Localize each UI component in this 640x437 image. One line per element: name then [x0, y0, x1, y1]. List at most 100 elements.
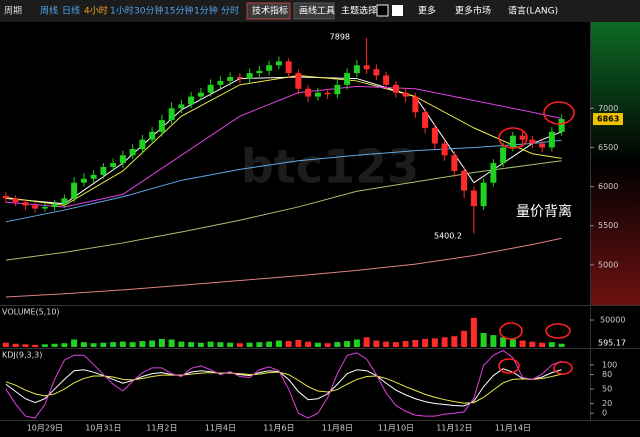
volume-bar	[480, 332, 487, 347]
volume-bar	[217, 342, 224, 347]
candle-body	[217, 80, 224, 85]
volume-bar	[2, 342, 9, 347]
y-tick-label: 50000	[600, 316, 625, 325]
volume-bar	[41, 344, 48, 347]
x-tick-label: 10月31日	[85, 424, 121, 433]
high-label: 7898	[330, 33, 350, 42]
candle-body	[558, 119, 565, 132]
watermark: btc123	[241, 140, 419, 194]
toolbar-item[interactable]: 4小时	[84, 5, 108, 17]
candle-body	[158, 120, 165, 132]
toolbar-item[interactable]: 周线	[40, 5, 58, 17]
x-tick-label: 11月12日	[436, 424, 472, 433]
candle-body	[61, 198, 68, 204]
candle-body	[51, 203, 58, 207]
volume-bar	[129, 342, 136, 347]
note: 量价背离	[516, 203, 572, 220]
candle-body	[441, 143, 448, 156]
toolbar-item[interactable]: 周期	[4, 6, 22, 17]
toolbar-item[interactable]: 更多市场	[455, 5, 491, 17]
volume-bar	[470, 317, 477, 347]
toolbar-item[interactable]: 语言(LANG)	[508, 5, 558, 17]
volume-bar	[168, 339, 175, 347]
toolbar-item[interactable]: 30分钟	[134, 5, 163, 17]
volume-bar	[305, 341, 312, 347]
candle-body	[392, 84, 399, 93]
volume-bar	[383, 341, 390, 347]
x-tick-label: 10月29日	[27, 424, 63, 433]
volume-bar	[110, 342, 117, 347]
panel-title: VOLUME(5,10)	[2, 308, 60, 317]
y-tick-label: 100	[602, 360, 617, 369]
volume-bar	[353, 339, 360, 347]
volume-bar	[51, 343, 58, 347]
volume-bar	[431, 338, 438, 347]
volume-bar	[80, 342, 87, 347]
volume-bar	[509, 339, 516, 347]
candle-body	[480, 182, 487, 207]
candle-body	[539, 143, 546, 148]
current-price-box	[593, 113, 623, 126]
candle-body	[548, 131, 555, 148]
volume-bar	[227, 342, 234, 347]
candle-body	[305, 88, 312, 97]
toolbar-item[interactable]: 日线	[62, 5, 80, 17]
price-axis-bg	[590, 22, 640, 305]
highlights	[498, 101, 575, 375]
x-tick-label: 11月2日	[146, 424, 177, 433]
candle-body	[383, 75, 390, 85]
volume-bar	[12, 343, 19, 347]
candle-body	[412, 96, 419, 113]
candle-body	[188, 96, 195, 105]
volume-bar	[139, 341, 146, 347]
y-tick-label: 0	[602, 409, 607, 418]
button-frame	[246, 2, 291, 20]
y-tick-label: 5500	[598, 221, 618, 230]
candle-body	[266, 65, 273, 71]
candle-body	[2, 195, 9, 199]
volume-current: 595.17	[598, 339, 626, 348]
volume-bar	[119, 341, 126, 347]
toolbar-item[interactable]: 1小时	[110, 5, 134, 17]
candle-body	[80, 178, 87, 183]
candle-body	[129, 149, 136, 156]
candle-body	[119, 155, 126, 164]
volume-bar	[558, 343, 565, 347]
volume-bar	[519, 340, 526, 347]
toolbar-item[interactable]: 主题选择	[341, 5, 377, 17]
highlight-circle	[543, 101, 575, 125]
candle-body	[353, 65, 360, 74]
candle-body	[139, 139, 146, 150]
candle-body	[149, 131, 156, 140]
candle-body	[295, 73, 302, 89]
toolbar-item[interactable]: 15分钟	[164, 5, 193, 17]
theme-light[interactable]	[392, 5, 403, 16]
candle-body	[246, 73, 253, 79]
candle-body	[90, 174, 97, 179]
toolbar-item[interactable]: 1分钟	[194, 5, 218, 17]
candle-body	[275, 61, 282, 66]
moving-average	[5, 237, 562, 298]
toolbar-item[interactable]: 更多	[418, 5, 436, 17]
toolbar-item[interactable]: 分时	[221, 5, 239, 17]
volume-bar	[32, 344, 39, 347]
toolbar-item[interactable]: 画线工具	[299, 5, 335, 17]
low-label: 5400.2	[434, 232, 462, 241]
candle-body	[334, 84, 341, 95]
current-price: 6863	[597, 115, 619, 124]
toolbar-item[interactable]: 技术指标	[252, 5, 288, 17]
y-tick-label: 6000	[598, 182, 618, 191]
volume-bar	[490, 335, 497, 347]
theme-dark[interactable]	[376, 4, 389, 17]
candle-body	[422, 112, 429, 128]
volume-bar	[275, 340, 282, 347]
highlight-circle	[498, 358, 520, 374]
y-tick-label: 5000	[598, 260, 618, 269]
highlight-circle	[545, 323, 571, 339]
volume-bar	[392, 342, 399, 347]
volume-bar	[266, 341, 273, 347]
button-frame	[293, 2, 335, 20]
volume-bar	[61, 343, 68, 347]
candle-body	[32, 205, 39, 209]
